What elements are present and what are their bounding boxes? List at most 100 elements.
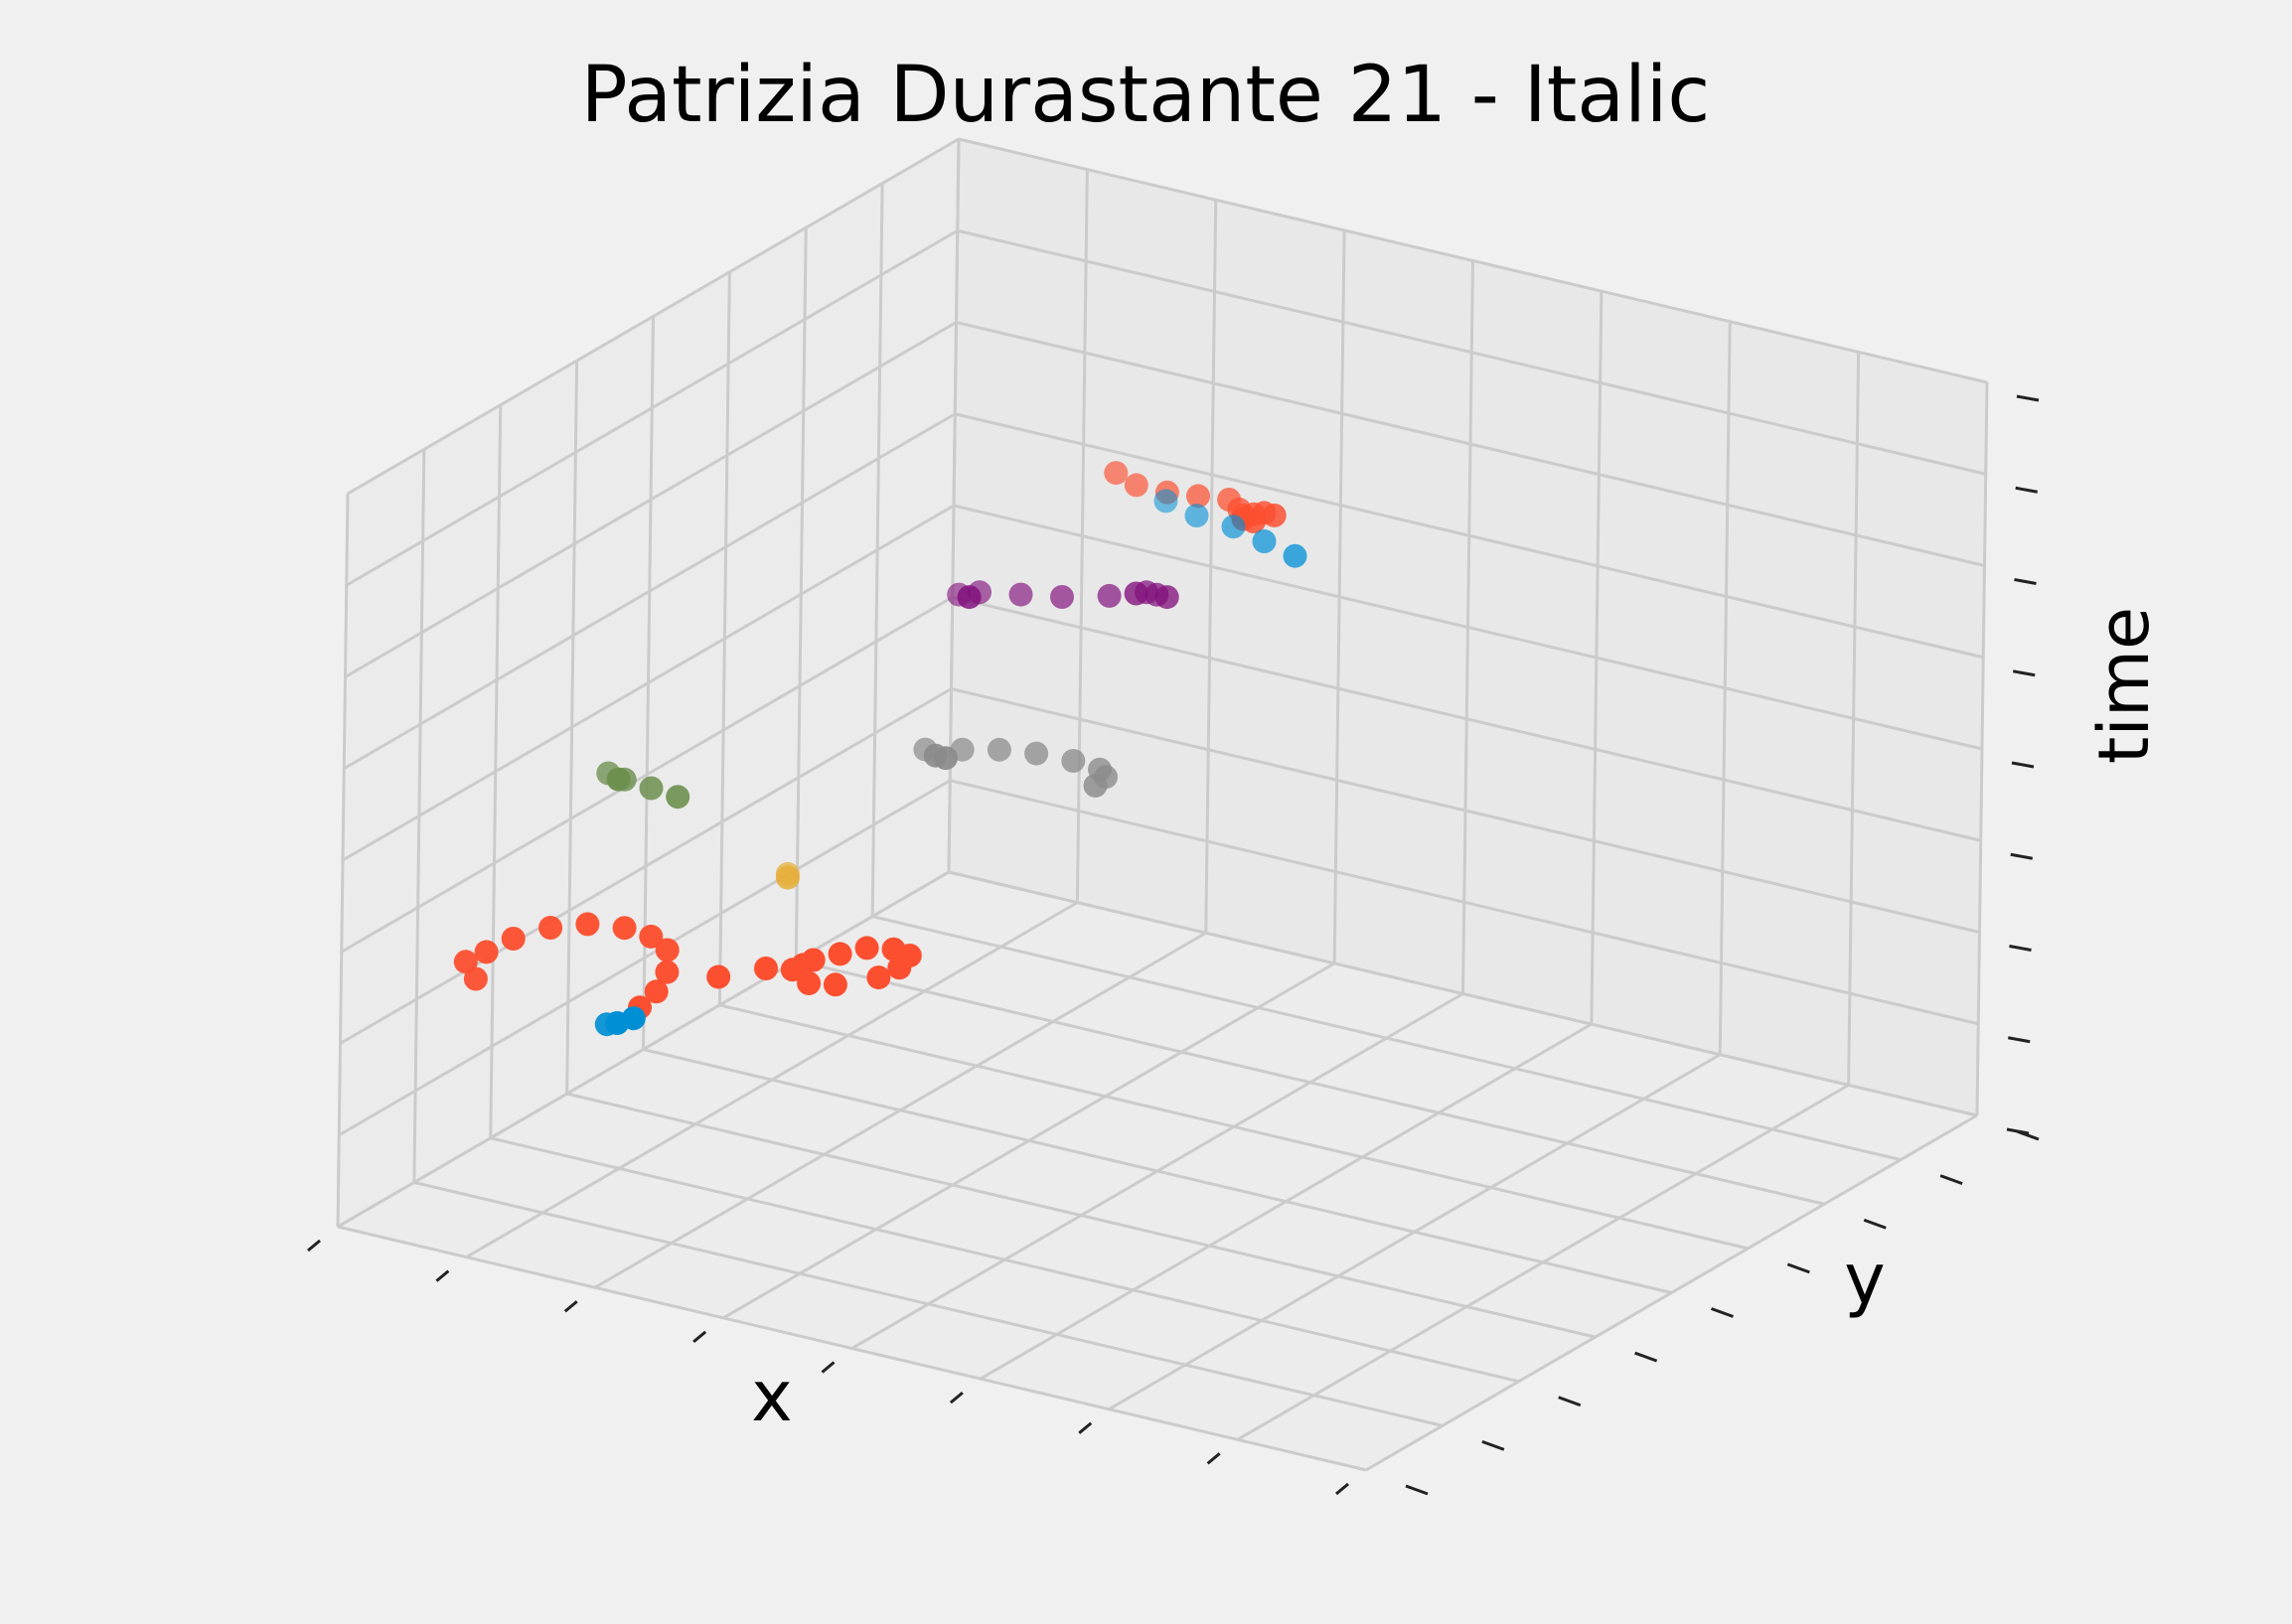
data-point [575,912,600,937]
data-point [801,948,826,972]
data-point [1186,484,1210,509]
grid-line [343,412,957,771]
data-point [1124,581,1148,606]
grid-lines [336,137,1989,1472]
tick-marks [307,394,2040,1496]
chart-title: Patrizia Durastante 21 - Italic [581,51,1711,140]
data-point [639,924,664,949]
grid-line [345,228,959,587]
grid-line [717,271,731,1005]
axis-panes [338,139,1987,1470]
z-tick [2007,1036,2031,1044]
grid-line [948,870,1978,1117]
data-point [934,746,958,771]
z-tick [2016,394,2040,402]
data-point [1184,504,1209,528]
data-point [655,960,680,984]
data-point [666,785,690,810]
y-tick [1634,1351,1658,1363]
data-point [1252,529,1277,553]
grid-line [347,137,960,496]
y-tick [1863,1218,1887,1230]
data-point [639,776,664,801]
data-point [1124,473,1148,498]
data-point [775,865,800,890]
x-tick [692,1330,707,1344]
data-point [828,942,852,966]
grid-line [1718,321,1732,1055]
data-point [1061,749,1086,773]
y-tick [1939,1174,1963,1186]
data-points [453,461,1307,1037]
data-point [1221,515,1246,539]
grid-line [344,321,958,678]
grid-line [1975,381,1989,1116]
data-point [754,957,778,980]
z-tick [2015,486,2039,494]
data-point [655,938,680,962]
data-point [1008,582,1033,607]
data-point [1154,585,1179,610]
x-tick [307,1239,321,1253]
data-point [866,965,891,990]
data-point [1050,585,1074,609]
x-tick [949,1391,964,1404]
y-tick [1710,1307,1735,1318]
grid-line [643,1048,1672,1294]
data-point [887,956,912,980]
data-point [957,585,982,610]
grid-line [1108,1053,1722,1411]
grid-line [953,504,1983,751]
grid-line [980,1022,1593,1381]
grid-line [342,504,955,862]
x-tick [435,1269,450,1282]
grid-line [954,412,1984,660]
y-tick [1481,1439,1505,1451]
z-axis-label: time [2083,607,2165,764]
y-tick [1558,1396,1582,1407]
x-axis-label: x [751,1356,792,1437]
data-point [1083,773,1108,798]
grid-line [871,915,1902,1162]
grid-line [870,183,884,917]
grid-line [1590,291,1604,1025]
grid-line [958,137,1988,384]
z-tick [2010,852,2034,860]
x-tick [821,1361,836,1374]
grid-line [1847,352,1861,1086]
data-point [1097,583,1122,608]
data-point [706,964,731,989]
grid-line [1365,1113,1978,1472]
data-point [621,1006,646,1031]
data-point [1024,741,1049,766]
data-point [606,767,631,792]
data-point [823,972,847,997]
data-point [501,927,526,951]
y-tick [2016,1129,2040,1141]
y-tick [1405,1484,1429,1496]
y-tick [1786,1262,1810,1274]
data-point [644,979,669,1004]
data-point [1262,503,1287,527]
z-tick [2012,669,2036,677]
grid-line [956,321,1985,567]
data-point [474,940,499,964]
data-point [1283,543,1307,568]
grid-line [1236,1084,1850,1441]
data-point [1104,461,1129,486]
data-point [854,936,879,960]
data-point [797,971,822,995]
x-tick [1206,1452,1221,1465]
z-tick [2011,761,2035,769]
data-point [987,737,1011,762]
data-point [463,966,488,991]
grid-line [957,228,1987,476]
data-point [538,916,563,940]
grid-line [719,1003,1749,1251]
z-tick [2009,945,2032,952]
z-tick [2014,578,2037,585]
grid-line [794,227,808,961]
data-point [1153,489,1178,514]
y-axis-label: y [1844,1239,1885,1320]
